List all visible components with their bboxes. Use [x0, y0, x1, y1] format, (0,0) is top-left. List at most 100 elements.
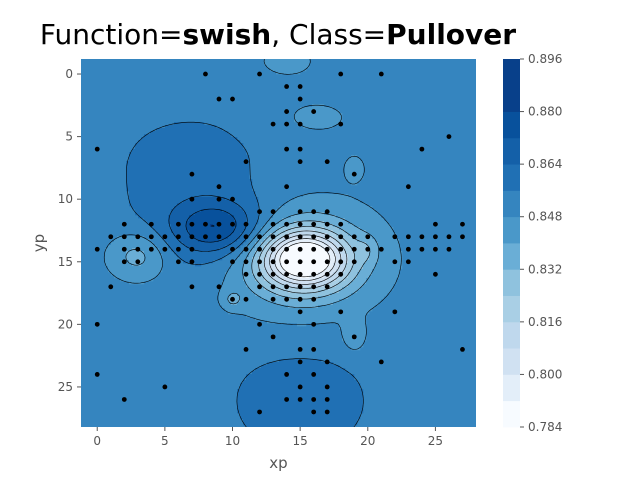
contour-cell — [228, 284, 232, 288]
contour-cell — [294, 203, 298, 207]
contour-cell — [267, 302, 271, 306]
contour-cell — [267, 296, 271, 300]
contour-cell — [297, 416, 301, 420]
sample-point — [324, 209, 330, 215]
contour-cell — [177, 167, 181, 171]
contour-cell — [138, 239, 142, 243]
contour-cell — [252, 215, 256, 219]
contour-cell — [126, 254, 130, 258]
contour-cell — [273, 215, 277, 219]
contour-cell — [219, 179, 223, 183]
contour-cell — [192, 164, 196, 168]
contour-cell — [300, 254, 304, 258]
contour-cell — [339, 326, 343, 330]
contour-cell — [366, 254, 370, 258]
contour-cell — [261, 416, 265, 420]
contour-cell — [111, 272, 115, 276]
contour-cell — [234, 272, 238, 276]
contour-cell — [246, 167, 250, 171]
contour-cell — [297, 116, 301, 120]
contour-cell — [132, 176, 136, 180]
sample-point — [284, 184, 290, 190]
contour-cell — [387, 251, 391, 255]
contour-cell — [333, 401, 337, 405]
contour-cell — [243, 404, 247, 408]
contour-cell — [165, 149, 169, 153]
contour-cell — [345, 371, 349, 375]
contour-cell — [321, 203, 325, 207]
contour-cell — [222, 170, 226, 174]
contour-cell — [138, 194, 142, 198]
contour-cell — [255, 401, 259, 405]
contour-cell — [360, 164, 364, 168]
contour-cell — [282, 293, 286, 297]
contour-cell — [288, 422, 292, 426]
contour-cell — [234, 311, 238, 315]
contour-cell — [192, 215, 196, 219]
contour-cell — [126, 269, 130, 273]
contour-cell — [168, 131, 172, 135]
contour-cell — [171, 215, 175, 219]
contour-cell — [321, 272, 325, 276]
contour-cell — [129, 173, 133, 177]
contour-cell — [384, 293, 388, 297]
contour-cell — [201, 134, 205, 138]
contour-cell — [267, 284, 271, 288]
contour-cell — [132, 179, 136, 183]
contour-cell — [183, 167, 187, 171]
contour-cell — [249, 218, 253, 222]
contour-cell — [279, 383, 283, 387]
contour-cell — [369, 257, 373, 261]
contour-cell — [291, 275, 295, 279]
contour-cell — [306, 422, 310, 426]
contour-cell — [300, 374, 304, 378]
contour-cell — [303, 314, 307, 318]
contour-cell — [291, 68, 295, 72]
contour-cell — [189, 152, 193, 156]
contour-cell — [288, 371, 292, 375]
contour-cell — [297, 239, 301, 243]
contour-cell — [153, 269, 157, 273]
contour-cell — [318, 380, 322, 384]
contour-cell — [270, 281, 274, 285]
contour-cell — [210, 179, 214, 183]
contour-cell — [312, 422, 316, 426]
contour-cell — [321, 233, 325, 237]
contour-cell — [264, 368, 268, 372]
contour-cell — [156, 188, 160, 192]
contour-cell — [234, 284, 238, 288]
contour-cell — [165, 158, 169, 162]
contour-cell — [261, 383, 265, 387]
contour-cell — [354, 410, 358, 414]
contour-cell — [192, 149, 196, 153]
contour-cell — [360, 215, 364, 219]
contour-cell — [225, 248, 229, 252]
contour-cell — [180, 227, 184, 231]
contour-cell — [348, 299, 352, 303]
contour-cell — [351, 341, 355, 345]
contour-cell — [324, 227, 328, 231]
contour-cell — [300, 410, 304, 414]
contour-cell — [318, 410, 322, 414]
contour-cell — [393, 245, 397, 249]
contour-cell — [381, 227, 385, 231]
contour-cell — [315, 257, 319, 261]
contour-cell — [135, 197, 139, 201]
contour-cell — [303, 308, 307, 312]
contour-cell — [270, 314, 274, 318]
contour-cell — [198, 179, 202, 183]
contour-cell — [126, 170, 130, 174]
contour-cell — [153, 227, 157, 231]
contour-cell — [285, 278, 289, 282]
contour-cell — [336, 269, 340, 273]
contour-cell — [180, 134, 184, 138]
contour-cell — [333, 380, 337, 384]
contour-cell — [312, 119, 316, 123]
contour-cell — [282, 389, 286, 393]
contour-cell — [255, 275, 259, 279]
contour-cell — [327, 206, 331, 210]
contour-cell — [219, 233, 223, 237]
contour-cell — [204, 212, 208, 216]
contour-cell — [234, 242, 238, 246]
contour-cell — [360, 395, 364, 399]
